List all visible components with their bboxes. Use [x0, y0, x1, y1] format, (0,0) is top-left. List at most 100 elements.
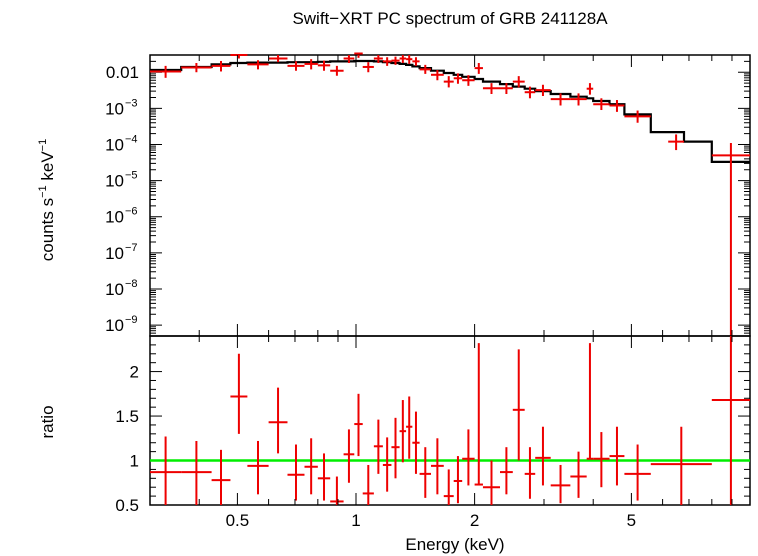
y-axis-label-part: counts s	[38, 198, 57, 261]
ratio-point	[304, 438, 318, 495]
ratio-point	[482, 460, 501, 505]
data-point	[430, 70, 444, 81]
data-point	[343, 55, 355, 64]
y-tick-label: 2	[130, 363, 139, 382]
ratio-point	[247, 440, 269, 495]
data-point	[500, 83, 513, 94]
ratio-point	[453, 456, 463, 504]
data-point	[453, 73, 463, 84]
y-tick-label: 0.01	[106, 63, 139, 82]
ratio-point	[550, 464, 571, 504]
ratio-point	[624, 444, 651, 501]
ratio-point	[354, 393, 363, 457]
ratio-panel: 0.5 1 1.5 2	[115, 335, 751, 515]
ratio-point	[430, 438, 444, 495]
data-point	[482, 83, 501, 94]
y-tick-label: 1.5	[115, 407, 139, 426]
ratio-point	[362, 464, 374, 505]
ratio-point	[150, 436, 182, 505]
ratio-point	[609, 426, 625, 486]
data-point	[474, 63, 483, 74]
y-tick-label: 10	[105, 280, 124, 299]
spectrum-frame	[149, 54, 751, 337]
y-tick-exponent: −6	[125, 206, 138, 218]
ratio-point	[211, 449, 231, 505]
ratio-point	[512, 349, 525, 461]
y-axis-label-ratio: ratio	[38, 405, 57, 438]
ratio-point	[500, 447, 513, 495]
data-point	[570, 93, 587, 106]
y-tick-exponent: −3	[125, 97, 138, 109]
data-point	[512, 76, 525, 88]
data-point	[181, 63, 212, 73]
ratio-point	[474, 343, 483, 486]
ratio-point	[711, 336, 750, 505]
model-step-line	[150, 59, 750, 163]
y-tick-label: 1	[130, 452, 139, 471]
y-tick-label: 10	[105, 172, 124, 191]
data-point	[711, 142, 750, 336]
data-point	[268, 55, 288, 63]
ratio-point	[382, 437, 392, 492]
ratio-point	[443, 469, 454, 505]
data-point	[609, 100, 625, 112]
ratio-point	[535, 426, 551, 486]
x-tick-label: 2	[470, 511, 479, 530]
ratio-point	[230, 353, 248, 434]
ratio-point	[287, 444, 305, 501]
ratio-point	[570, 451, 587, 498]
y-tick-label: 10	[105, 99, 124, 118]
ratio-point	[586, 343, 594, 460]
data-point	[462, 75, 475, 86]
x-tick-label: 0.5	[226, 511, 250, 530]
y-tick-exponent: −7	[125, 242, 138, 254]
data-point	[354, 52, 363, 58]
y-tick-label: 10	[105, 316, 124, 335]
ratio-point	[268, 387, 288, 454]
data-point	[412, 57, 420, 66]
y-axis-label-part: −1	[37, 185, 49, 198]
data-point	[624, 110, 651, 123]
data-point	[330, 65, 344, 76]
y-axis-label-part: keV	[38, 151, 57, 186]
y-tick-label: 10	[105, 135, 124, 154]
ratio-point	[406, 396, 413, 459]
data-point	[150, 65, 182, 78]
data-point	[550, 93, 571, 106]
x-tick-label: 5	[627, 511, 636, 530]
data-point	[317, 60, 331, 71]
ratio-frame	[149, 335, 751, 506]
data-point	[382, 57, 392, 66]
y-tick-label: 0.5	[115, 496, 139, 515]
x-axis-label: Energy (keV)	[405, 535, 504, 554]
data-point	[419, 64, 431, 74]
data-point	[586, 83, 594, 95]
x-tick-label: 1	[351, 511, 360, 530]
data-point	[373, 55, 383, 64]
ratio-point	[524, 447, 536, 499]
data-point	[287, 61, 305, 71]
data-point	[230, 54, 248, 59]
data-point	[391, 56, 400, 65]
data-point	[535, 84, 551, 96]
data-point	[524, 86, 536, 99]
data-point	[406, 55, 413, 64]
ratio-point	[419, 447, 431, 498]
y-axis-label-spectrum: counts s−1 keV−1	[37, 139, 57, 261]
y-tick-exponent: −8	[125, 278, 138, 290]
data-point	[362, 62, 374, 73]
ratio-point	[343, 429, 355, 483]
data-point	[304, 59, 318, 70]
data-point	[443, 76, 454, 88]
ratio-point	[373, 419, 383, 474]
data-point	[211, 60, 231, 72]
ratio-point	[462, 429, 475, 486]
ratio-point	[593, 432, 610, 488]
ratio-point	[181, 440, 212, 505]
y-tick-exponent: −4	[125, 133, 138, 145]
y-tick-label: 10	[105, 208, 124, 227]
ratio-point	[391, 417, 400, 479]
chart-title: Swift−XRT PC spectrum of GRB 241128A	[292, 9, 608, 28]
